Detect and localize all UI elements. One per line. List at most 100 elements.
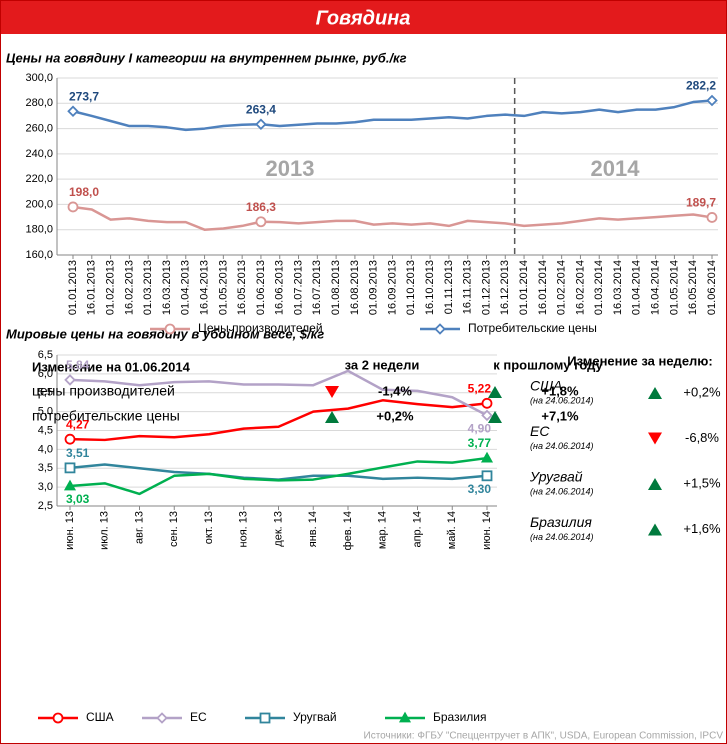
line bbox=[72, 99, 713, 132]
x-tick-label: 01.02.2013 bbox=[104, 260, 116, 315]
x-tick-label: авг. 13 bbox=[133, 511, 145, 544]
x-tick-label: 01.08.2013 bbox=[330, 260, 342, 315]
y-tick-label: 180,0 bbox=[25, 224, 53, 236]
marker bbox=[255, 216, 267, 228]
data-label: 282,2 bbox=[686, 79, 716, 93]
x-tick-label: 01.10.2013 bbox=[405, 260, 417, 315]
x-tick-label: 16.07.2013 bbox=[311, 260, 323, 315]
x-tick-label: 16.09.2013 bbox=[386, 260, 398, 315]
column-header: за 2 недели bbox=[345, 357, 420, 372]
marker bbox=[67, 105, 79, 118]
x-tick-label: 01.03.2013 bbox=[142, 260, 154, 315]
marker bbox=[706, 94, 718, 107]
y-tick-label: 3,0 bbox=[38, 481, 53, 493]
annotation: 2014 bbox=[591, 156, 641, 181]
y-tick-label: 200,0 bbox=[25, 198, 53, 210]
x-tick-label: 16.08.2013 bbox=[349, 260, 361, 315]
x-tick-label: 16.10.2013 bbox=[424, 260, 436, 315]
arrow-up bbox=[648, 478, 662, 490]
x-tick-label: 01.07.2013 bbox=[292, 260, 304, 315]
marker bbox=[63, 479, 77, 491]
x-tick-label: 16.04.2013 bbox=[198, 260, 210, 315]
legend-marker bbox=[156, 712, 168, 724]
marker bbox=[706, 212, 718, 223]
x-tick-label: 01.06.2014 bbox=[706, 260, 718, 315]
y-tick-label: 260,0 bbox=[25, 122, 53, 134]
x-tick-label: июн. 14 bbox=[481, 511, 493, 550]
x-tick-label: 01.11.2013 bbox=[443, 260, 455, 314]
row-label: ЕС bbox=[530, 423, 550, 439]
marker bbox=[64, 433, 76, 445]
x-tick-label: 16.01.2014 bbox=[537, 260, 549, 315]
column-header: к прошлому году bbox=[493, 357, 603, 372]
change-value: +7,1% bbox=[541, 408, 579, 423]
row-note: (на 24.06.2014) bbox=[530, 532, 594, 542]
x-tick-label: сен. 13 bbox=[168, 511, 180, 547]
legend-marker bbox=[52, 712, 64, 724]
legend-label: Цены производителей bbox=[198, 321, 323, 335]
row-label: США bbox=[530, 378, 562, 394]
y-tick-label: 6,0 bbox=[38, 368, 53, 380]
legend-label: США bbox=[86, 710, 114, 724]
x-tick-label: 01.01.2013 bbox=[67, 260, 79, 315]
line bbox=[69, 369, 488, 417]
arrow-up bbox=[648, 523, 662, 536]
data-label: 5,22 bbox=[468, 381, 492, 395]
change-value: +1,5% bbox=[683, 475, 721, 490]
y-tick-label: 4,5 bbox=[38, 424, 53, 436]
marker bbox=[64, 462, 76, 474]
line bbox=[72, 205, 713, 231]
change-value: +0,2% bbox=[683, 384, 721, 399]
x-tick-label: 16.04.2014 bbox=[650, 260, 662, 315]
title-bar bbox=[1, 1, 726, 34]
arrow-up bbox=[648, 387, 662, 399]
x-tick-label: 16.02.2013 bbox=[123, 260, 135, 315]
x-tick-label: 16.12.2013 bbox=[499, 260, 511, 315]
x-tick-label: дек. 13 bbox=[272, 511, 284, 547]
marker bbox=[480, 451, 494, 463]
data-label: 3,03 bbox=[66, 492, 90, 506]
data-label: 3,30 bbox=[468, 482, 492, 496]
x-tick-label: 16.06.2013 bbox=[274, 260, 286, 315]
row-note: (на 24.06.2014) bbox=[530, 486, 594, 496]
arrow-up bbox=[325, 411, 339, 423]
data-label: 4,90 bbox=[468, 422, 492, 436]
page-title: Говядина bbox=[316, 7, 411, 29]
y-tick-label: 220,0 bbox=[25, 173, 53, 185]
x-tick-label: фев. 14 bbox=[342, 511, 354, 550]
annotation: 2013 bbox=[266, 156, 315, 181]
marker bbox=[481, 397, 493, 409]
marker bbox=[481, 409, 493, 422]
x-tick-label: 01.05.2013 bbox=[217, 260, 229, 315]
y-tick-label: 300,0 bbox=[25, 72, 53, 84]
row-label: Уругвай bbox=[529, 469, 583, 485]
change-value: -6,8% bbox=[685, 430, 719, 445]
marker bbox=[67, 201, 79, 213]
x-tick-label: май. 14 bbox=[446, 511, 458, 549]
legend-label: Бразилия bbox=[433, 710, 487, 724]
y-tick-label: 5,0 bbox=[38, 406, 53, 418]
marker bbox=[255, 118, 267, 131]
data-label: 198,0 bbox=[69, 185, 99, 199]
x-tick-label: 01.03.2014 bbox=[593, 260, 605, 315]
data-label: 186,3 bbox=[246, 200, 276, 214]
x-tick-label: 01.04.2013 bbox=[180, 260, 192, 315]
data-label: 189,7 bbox=[686, 196, 716, 210]
change-value: +1,8% bbox=[541, 383, 579, 398]
y-tick-label: 2,5 bbox=[38, 500, 53, 512]
change-value: +1,6% bbox=[683, 521, 721, 536]
legend-marker bbox=[434, 323, 446, 335]
data-label: 3,51 bbox=[66, 446, 90, 460]
x-tick-label: 01.02.2014 bbox=[556, 260, 568, 315]
y-tick-label: 160,0 bbox=[25, 249, 53, 261]
x-tick-label: 01.01.2014 bbox=[518, 260, 530, 315]
y-tick-label: 280,0 bbox=[25, 97, 53, 109]
y-tick-label: 240,0 bbox=[25, 148, 53, 160]
marker bbox=[64, 374, 76, 386]
legend-marker bbox=[398, 711, 412, 723]
x-tick-label: 16.03.2014 bbox=[612, 260, 624, 315]
x-tick-label: июн. 13 bbox=[64, 511, 76, 550]
x-tick-label: мар. 14 bbox=[377, 511, 389, 549]
data-label: 273,7 bbox=[69, 89, 99, 103]
